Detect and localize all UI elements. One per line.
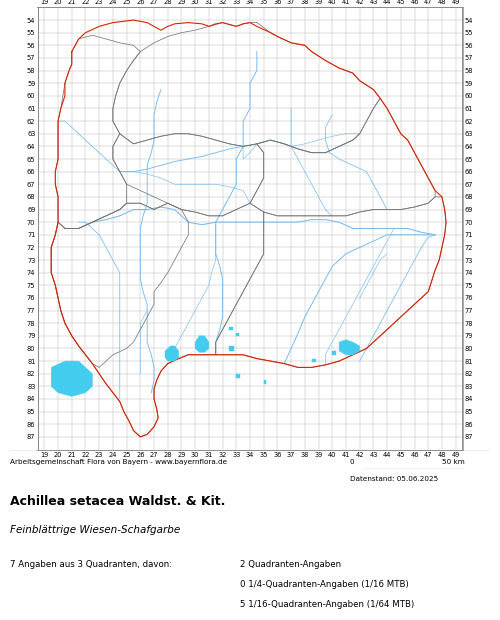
Text: 7 Angaben aus 3 Quadranten, davon:: 7 Angaben aus 3 Quadranten, davon: — [10, 560, 172, 569]
Text: Feinblättrige Wiesen-Schafgarbe: Feinblättrige Wiesen-Schafgarbe — [10, 525, 180, 534]
Polygon shape — [165, 346, 178, 361]
Polygon shape — [332, 351, 336, 355]
Polygon shape — [195, 336, 209, 352]
Polygon shape — [236, 374, 240, 378]
Polygon shape — [230, 346, 234, 351]
Polygon shape — [312, 358, 316, 362]
Polygon shape — [264, 380, 266, 384]
Polygon shape — [236, 334, 239, 336]
Text: Arbeitsgemeinschaft Flora von Bayern - www.bayernflora.de: Arbeitsgemeinschaft Flora von Bayern - w… — [10, 459, 227, 465]
Text: Achillea setacea Waldst. & Kit.: Achillea setacea Waldst. & Kit. — [10, 495, 226, 508]
Text: 2 Quadranten-Angaben: 2 Quadranten-Angaben — [240, 560, 341, 569]
Text: Datenstand: 05.06.2025: Datenstand: 05.06.2025 — [350, 476, 438, 482]
Text: 0 1/4-Quadranten-Angaben (1/16 MTB): 0 1/4-Quadranten-Angaben (1/16 MTB) — [240, 580, 409, 589]
Polygon shape — [339, 340, 359, 355]
Polygon shape — [51, 361, 92, 396]
Polygon shape — [230, 327, 233, 330]
Text: 50 km: 50 km — [442, 459, 465, 465]
Text: 5 1/16-Quadranten-Angaben (1/64 MTB): 5 1/16-Quadranten-Angaben (1/64 MTB) — [240, 600, 414, 609]
Text: 0: 0 — [350, 459, 354, 465]
